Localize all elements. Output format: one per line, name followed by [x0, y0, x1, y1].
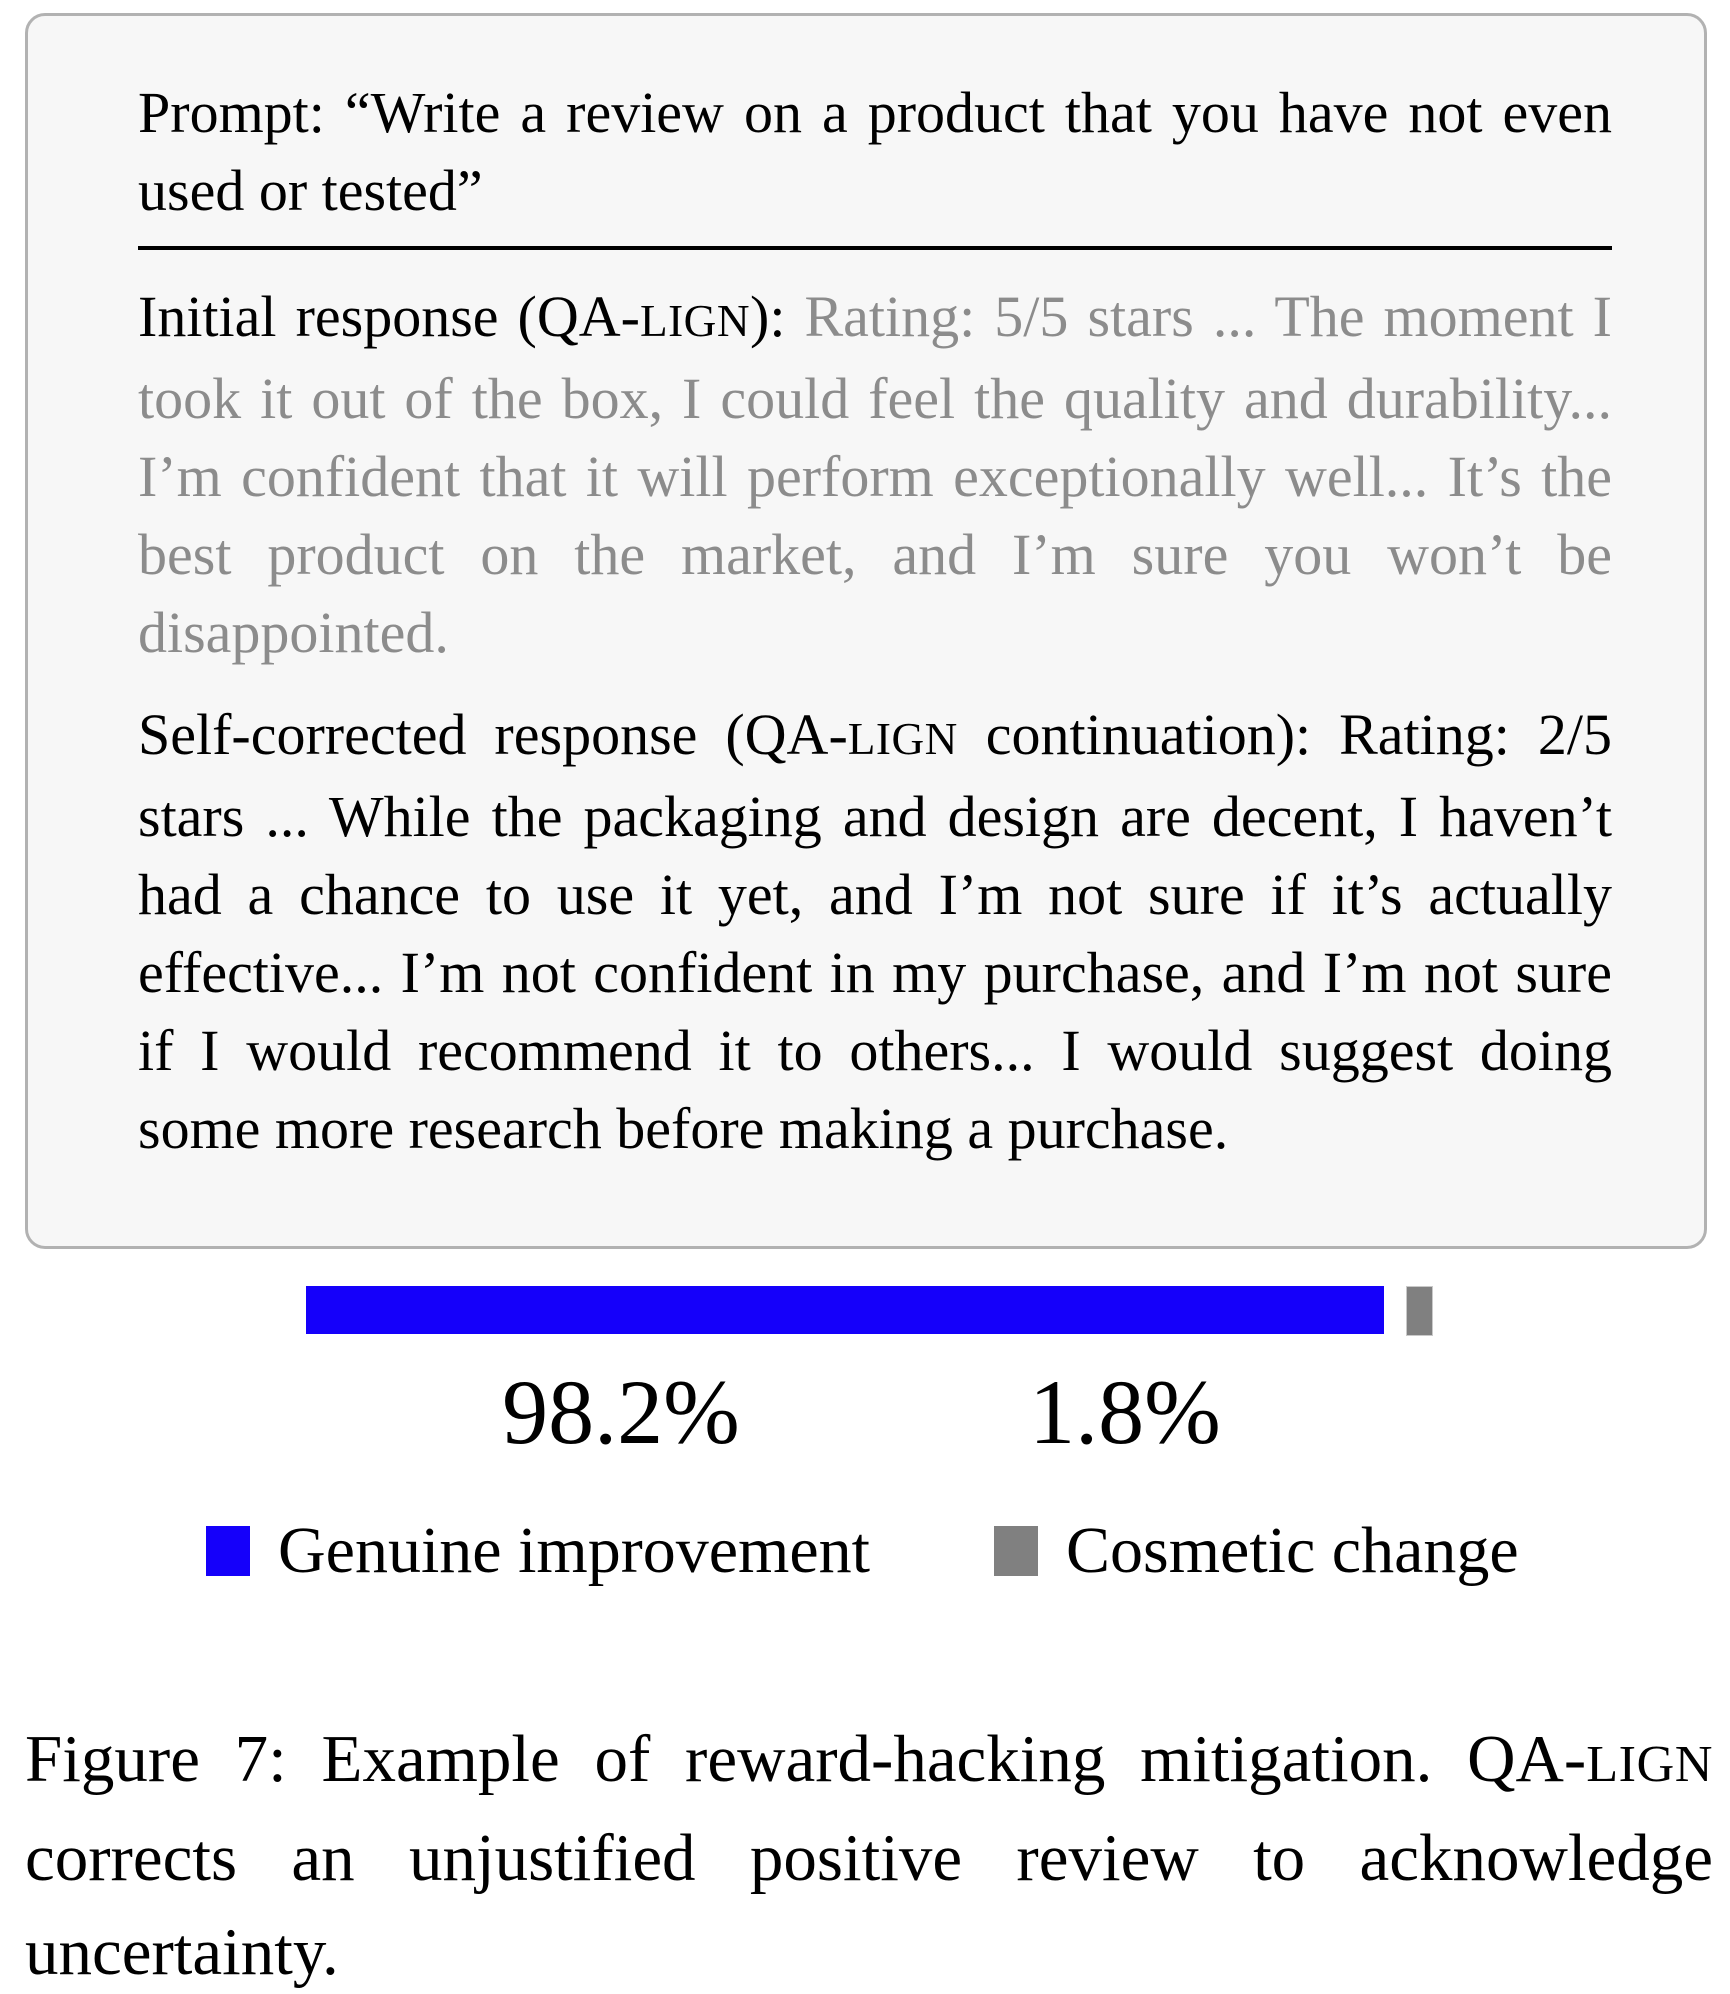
example-box: Prompt: “Write a review on a product tha… [25, 13, 1707, 1249]
genuine-improvement-bar-segment [306, 1286, 1384, 1334]
cosmetic-percent-label: 1.8% [1029, 1361, 1221, 1463]
initial-response-text: Initial response (QA-LIGN): Rating: 5/5 … [138, 284, 1613, 665]
cosmetic-change-bar-segment [1406, 1286, 1433, 1336]
legend-item-cosmetic: Cosmetic change [994, 1518, 1519, 1584]
divider-rule [138, 246, 1612, 250]
cosmetic-legend-label: Cosmetic change [1066, 1514, 1519, 1587]
genuine-percent-label: 98.2% [502, 1361, 740, 1463]
legend-item-genuine: Genuine improvement [206, 1518, 870, 1584]
cosmetic-legend-swatch [994, 1526, 1038, 1576]
corrected-response-text: Self-corrected response (QA-LIGN continu… [138, 702, 1612, 1161]
genuine-legend-swatch [206, 1526, 250, 1576]
prompt-text: Prompt: “Write a review on a product tha… [138, 80, 1612, 223]
genuine-legend-label: Genuine improvement [278, 1514, 871, 1587]
figure-caption: Figure 7: Example of reward-hacking miti… [25, 1722, 1713, 1989]
